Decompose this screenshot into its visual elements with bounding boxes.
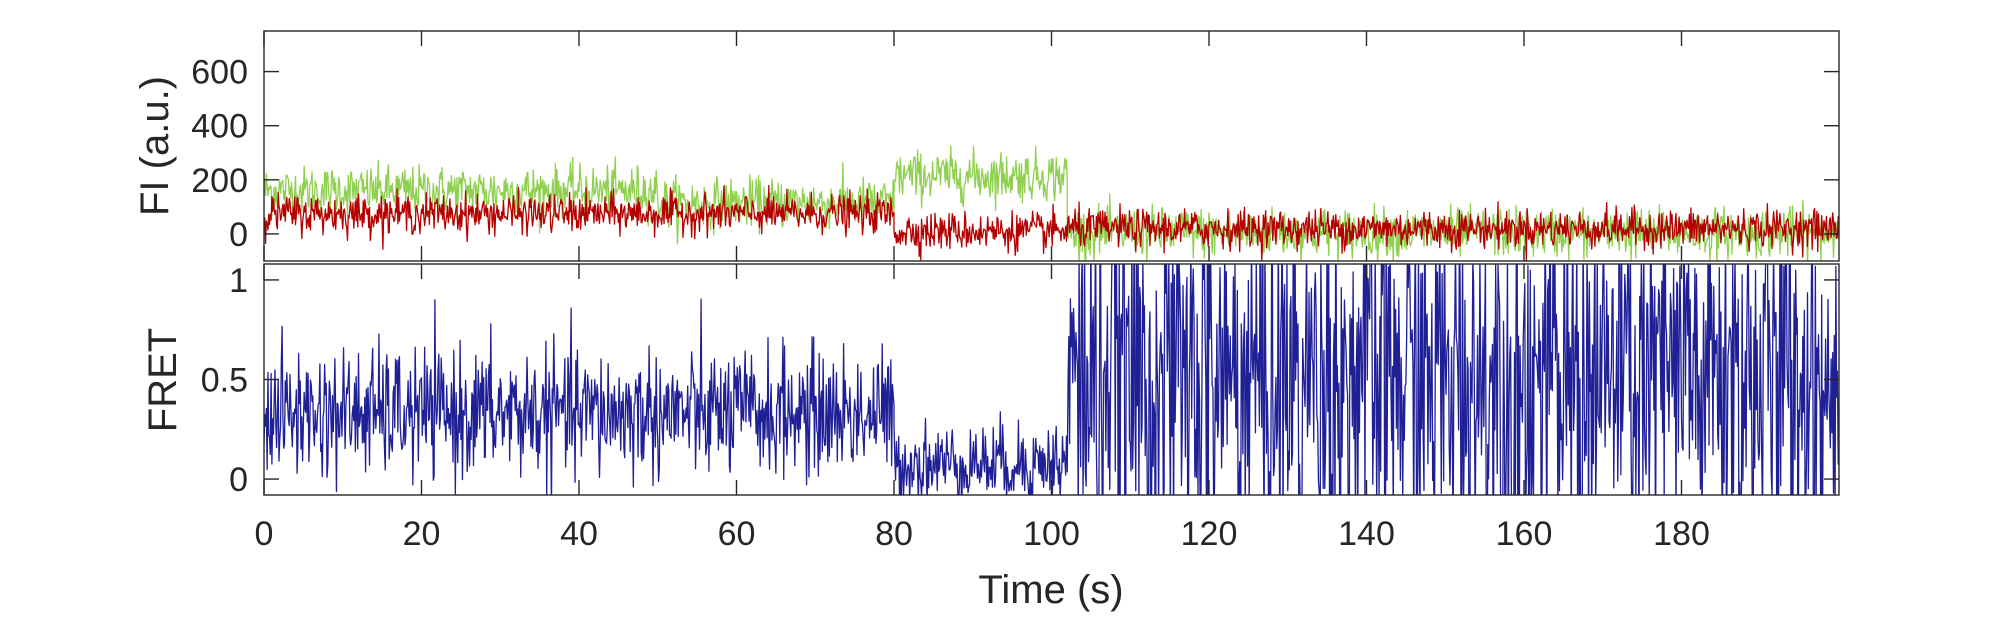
x-tick-label: 80 — [875, 515, 913, 553]
x-tick-label: 100 — [1023, 515, 1080, 553]
y-tick-label: 1 — [229, 262, 248, 300]
fret-y-label: FRET — [141, 328, 185, 432]
x-tick-label: 160 — [1496, 515, 1553, 553]
fret-axes-frame — [263, 263, 1840, 496]
fluorescence-y-label: FI (a.u.) — [133, 76, 177, 216]
y-tick-label: 600 — [191, 54, 248, 92]
fluorescence-traces — [264, 145, 1839, 261]
y-tick-label: 0.5 — [201, 362, 248, 400]
x-tick-label: 120 — [1181, 515, 1238, 553]
time-x-axis: 0 20 40 60 80 100 120 140 160 180 — [255, 31, 1710, 553]
fret-trace — [264, 264, 1839, 495]
acceptor-trace — [264, 184, 1839, 261]
x-tick-label: 20 — [403, 515, 441, 553]
x-tick-label: 0 — [255, 515, 274, 553]
y-tick-label: 0 — [229, 461, 248, 499]
y-tick-label: 200 — [191, 162, 248, 200]
time-x-label: Time (s) — [978, 568, 1123, 612]
fret-trace — [264, 264, 1839, 495]
x-tick-label: 140 — [1338, 515, 1395, 553]
fret-y-axis: 00.51 — [201, 262, 1839, 499]
y-tick-label: 400 — [191, 108, 248, 146]
x-tick-label: 60 — [718, 515, 756, 553]
fluorescence-y-axis: 0 200 400 600 — [191, 54, 1839, 254]
x-tick-label: 180 — [1653, 515, 1710, 553]
fret-panel: 00.51 0 20 40 60 80 100 120 140 160 180 FRET Time… — [141, 31, 1840, 612]
fluorescence-panel: 0 200 400 600 FI (a.u.) — [133, 30, 1840, 262]
y-tick-label: 0 — [229, 216, 248, 254]
x-tick-label: 40 — [560, 515, 598, 553]
